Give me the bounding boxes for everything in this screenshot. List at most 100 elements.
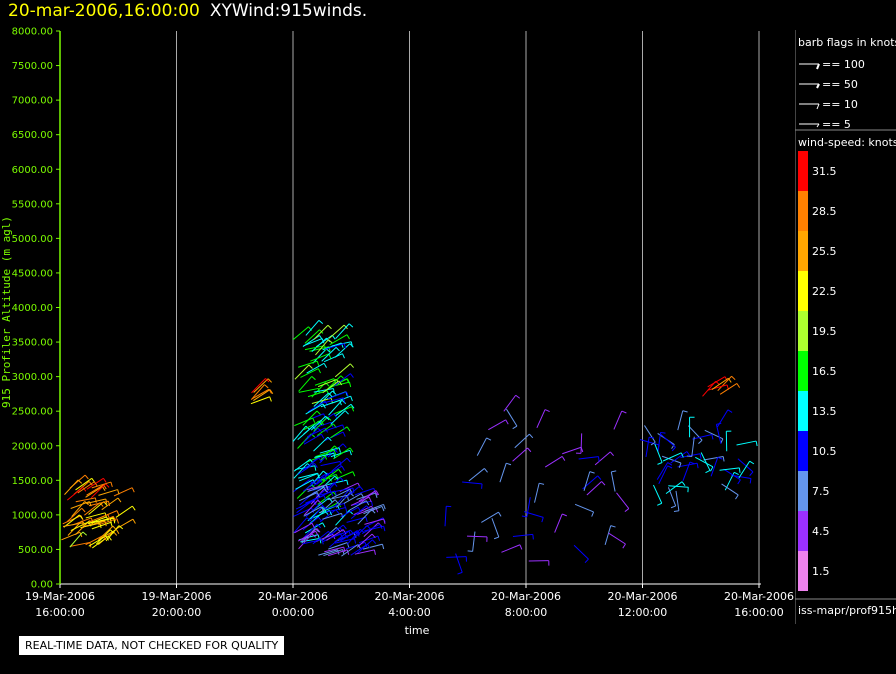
wind-barb xyxy=(586,481,602,496)
wind-barb xyxy=(574,503,594,513)
wind-barb xyxy=(305,502,321,518)
wind-barb-flag xyxy=(326,484,329,490)
wind-barb-flag xyxy=(322,403,326,409)
wind-barb xyxy=(88,500,109,507)
wind-barb xyxy=(350,505,367,520)
wind-barb xyxy=(331,488,351,499)
wind-barb xyxy=(363,522,379,537)
wind-barb xyxy=(736,440,757,446)
wind-barb-flag xyxy=(342,524,347,530)
y-tick-label: 4000.00 xyxy=(12,303,53,314)
wind-barb-flag xyxy=(341,465,345,471)
wind-barb-flag xyxy=(383,526,386,532)
wind-barb xyxy=(295,479,314,490)
wind-barb xyxy=(300,368,319,378)
wind-barb-flag xyxy=(117,489,120,495)
wind-barb-flag xyxy=(351,406,355,412)
wind-barb xyxy=(578,456,599,460)
wind-barb-flag xyxy=(308,364,313,369)
wind-barb xyxy=(298,533,313,550)
wind-barb-flag xyxy=(731,375,736,381)
wind-barb-flag xyxy=(334,475,339,481)
wind-barb xyxy=(86,477,104,490)
wind-barb xyxy=(721,483,739,496)
wind-barb xyxy=(362,543,383,550)
wind-barb-flag xyxy=(316,492,320,498)
wind-barb-flag xyxy=(354,538,357,544)
wind-barb-flag xyxy=(673,510,679,512)
wind-barb xyxy=(335,323,350,339)
wind-barb xyxy=(322,512,342,520)
y-tick-label: 3500.00 xyxy=(12,338,53,349)
wind-barb-flag xyxy=(346,378,351,384)
wind-barb xyxy=(304,345,325,351)
wind-barb xyxy=(319,499,336,514)
wind-barb-flag xyxy=(115,529,120,535)
wind-barb-flag xyxy=(88,501,92,507)
wind-barb-flag xyxy=(314,463,318,468)
wind-barb-flag xyxy=(359,485,364,491)
wind-barb xyxy=(313,392,329,407)
wind-barb-flag xyxy=(372,539,377,544)
wind-barb xyxy=(315,339,329,356)
wind-barb xyxy=(298,360,318,368)
barb-legend-title: barb flags in knots xyxy=(798,36,896,49)
wind-barb-flag xyxy=(88,521,92,527)
wind-barb xyxy=(298,387,319,393)
wind-barb-flag xyxy=(352,487,355,494)
wind-barb xyxy=(64,479,79,495)
wind-barb-flag xyxy=(498,511,502,517)
y-axis-label: 915 Profiler Altitude (m agl) xyxy=(0,216,13,408)
wind-barb-flag xyxy=(375,492,378,498)
y-tick-label: 6500.00 xyxy=(12,130,53,141)
wind-barb xyxy=(85,534,104,546)
wind-barb xyxy=(667,487,677,507)
wind-barb-flag xyxy=(344,533,349,539)
wind-barb-flag xyxy=(484,468,488,473)
wind-barb xyxy=(357,509,372,525)
wind-barb xyxy=(312,421,332,430)
wind-barb xyxy=(303,499,319,516)
wind-barb xyxy=(323,397,344,404)
wind-barb-flag xyxy=(342,431,346,437)
wind-barb-flag xyxy=(341,399,347,405)
wind-barb xyxy=(316,423,334,437)
wind-barb xyxy=(298,473,318,482)
wind-barb xyxy=(309,505,324,522)
wind-barb-flag xyxy=(333,453,336,459)
wind-barb-flag xyxy=(131,505,136,511)
wind-barb xyxy=(309,510,326,525)
wind-barb xyxy=(717,409,729,428)
wind-barb xyxy=(318,390,333,406)
wind-barb-flag xyxy=(316,410,321,415)
wind-barb-flag xyxy=(624,508,630,513)
wind-barb-flag xyxy=(328,497,333,503)
wind-barb xyxy=(310,415,326,431)
wind-barb-flag xyxy=(316,528,321,533)
x-tick-label-date: 19-Mar-2006 xyxy=(25,590,95,603)
wind-barb-flag xyxy=(367,543,371,549)
wind-barb-flag xyxy=(84,474,89,480)
wind-barb-flag xyxy=(267,378,272,383)
wind-barb xyxy=(658,465,669,485)
wind-barb xyxy=(711,377,729,390)
wind-barb-flag xyxy=(493,536,499,540)
wind-barb xyxy=(472,531,476,552)
wind-barb-flag xyxy=(711,434,714,440)
wind-barb xyxy=(562,446,582,455)
x-tick-label-time: 20:00:00 xyxy=(152,606,201,619)
wind-barb xyxy=(326,507,346,513)
color-swatch xyxy=(798,151,808,191)
wind-barb xyxy=(544,455,563,468)
wind-barb-flag xyxy=(467,550,473,552)
wind-barb-flag xyxy=(116,518,120,524)
wind-barb xyxy=(328,324,345,339)
wind-barb-flag xyxy=(332,388,335,394)
wind-barb-flag xyxy=(328,339,333,344)
wind-barb xyxy=(354,487,374,496)
wind-barb xyxy=(317,378,337,388)
wind-barb-flag xyxy=(383,518,386,524)
wind-barb-flag xyxy=(349,450,352,456)
wind-barb-flag xyxy=(346,426,351,432)
